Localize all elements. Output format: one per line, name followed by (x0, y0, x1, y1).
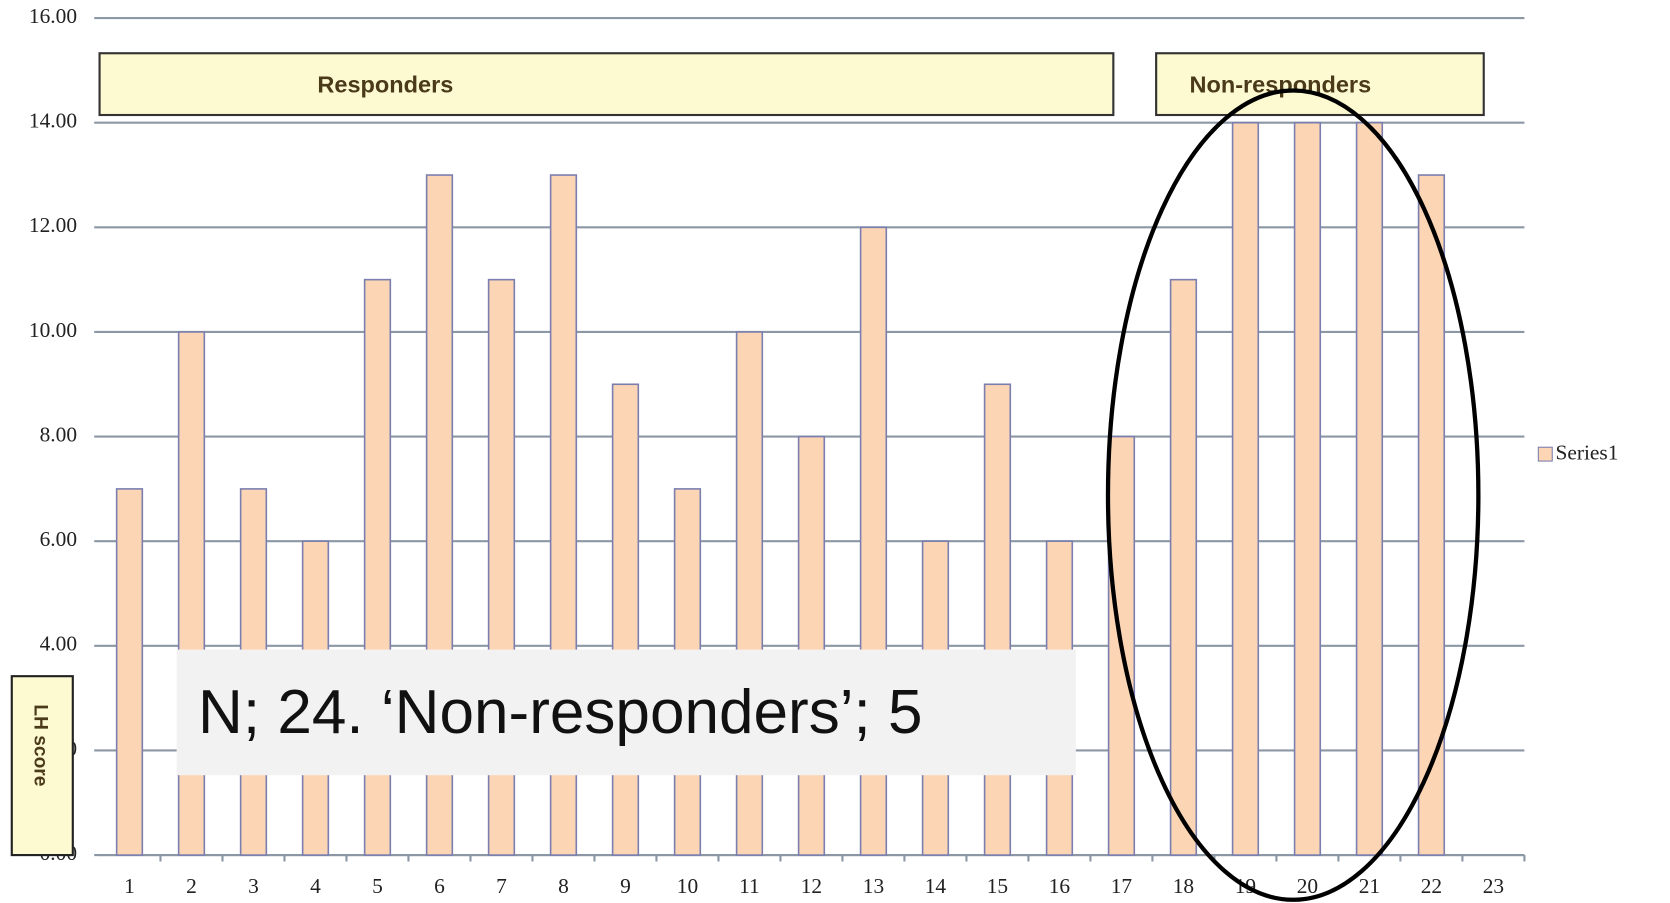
y-tick-label: 10.00 (29, 318, 77, 342)
bar (115, 488, 144, 856)
x-tick-label: 4 (310, 874, 321, 898)
y-axis-label: LH score (30, 704, 51, 786)
x-tick-label: 20 (1297, 874, 1318, 898)
y-tick-label: 4.00 (40, 632, 77, 656)
y-tick-label: 16.00 (29, 4, 77, 28)
x-tick-label: 3 (248, 874, 259, 898)
x-tick-label: 22 (1421, 874, 1442, 898)
highlight-ellipse (1105, 88, 1481, 902)
y-tick-label: 8.00 (40, 423, 77, 447)
x-tick-label: 11 (739, 874, 760, 898)
bar (1169, 278, 1198, 856)
legend-swatch (1537, 446, 1553, 462)
x-tick-label: 8 (558, 874, 569, 898)
bar (1293, 121, 1322, 856)
bar (797, 435, 826, 856)
y-label-box (10, 675, 74, 857)
x-tick-label: 13 (863, 874, 884, 898)
bar (983, 383, 1012, 856)
x-tick-label: 21 (1359, 874, 1380, 898)
x-tick-label: 15 (987, 874, 1008, 898)
note-text: N; 24. ‘Non-responders’; 5 (198, 678, 923, 747)
x-tick-label: 1 (124, 874, 135, 898)
x-tick-label: 5 (372, 874, 383, 898)
responders-label: Responders (317, 71, 453, 97)
overlays: Responders Non-responders N; 24. ‘Non-re… (10, 52, 1485, 902)
x-tick-label: 16 (1049, 874, 1071, 898)
responders-box (98, 52, 1115, 117)
x-tick-label: 14 (925, 874, 947, 898)
bar (611, 383, 640, 856)
bar (735, 331, 764, 856)
x-tick-label: 23 (1483, 874, 1504, 898)
x-tick-label: 6 (434, 874, 445, 898)
bar (1355, 121, 1384, 856)
y-tick-label: 6.00 (40, 527, 77, 551)
x-tick-label: 12 (801, 874, 822, 898)
y-tick-label: 12.00 (29, 213, 77, 237)
x-tick-label: 7 (496, 874, 507, 898)
bar (177, 331, 206, 856)
bar (1417, 174, 1446, 856)
x-tick-label: 10 (677, 874, 698, 898)
legend-label: Series1 (1555, 441, 1618, 465)
x-tick-label: 2 (186, 874, 197, 898)
y-tick-label: 14.00 (29, 109, 77, 133)
bar (1231, 121, 1260, 856)
x-tick-label: 18 (1173, 874, 1194, 898)
x-tick-label: 9 (620, 874, 631, 898)
non-responders-box (1155, 52, 1485, 117)
note-box (176, 649, 1076, 776)
x-tick-label: 17 (1111, 874, 1133, 898)
